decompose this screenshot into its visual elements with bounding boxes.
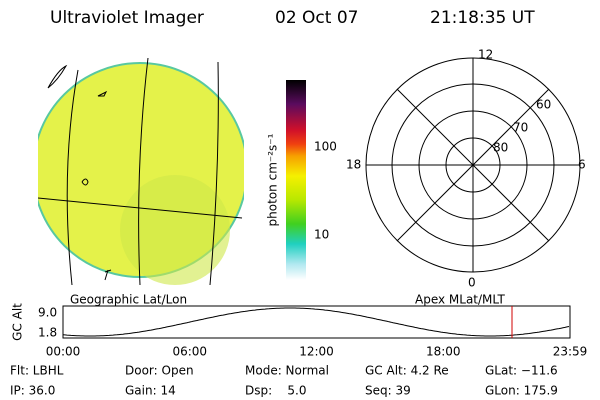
lat-label: 60 [536,98,551,112]
orbit-axis-label: GC Alt [11,303,25,341]
lat-label: 80 [493,141,508,155]
map-title: Apex MLat/MLT [415,293,505,307]
status-field: Mode: Normal [245,364,329,378]
status-field: GLon: 175.9 [485,384,558,398]
time-label: 12:00 [299,345,334,359]
mlt-label: 12 [478,48,493,62]
time-label: 06:00 [172,345,207,359]
time-label: 00:00 [46,345,81,359]
map-title: Geographic Lat/Lon [70,293,187,307]
alt-label: 1.8 [38,326,57,340]
status-field: IP: 36.0 [10,384,55,398]
mlt-label: 0 [468,276,476,290]
colorbar [286,80,306,280]
status-field: Door: Open [125,364,194,378]
alt-label: 9.0 [38,306,57,320]
earth-image [38,58,244,286]
date: 02 Oct 07 [275,8,358,28]
mlt-label: 6 [578,158,586,172]
time-label: 18:00 [426,345,461,359]
instrument: Ultraviolet Imager [50,8,204,28]
status-field: Gain: 14 [125,384,176,398]
polar-grid [365,57,581,273]
status-field: Seq: 39 [365,384,411,398]
time-label: 23:59 [553,345,588,359]
coast [47,64,68,89]
colorbar-tick: 10 [314,228,329,242]
mlt-label: 18 [346,158,361,172]
status-field: Flt: LBHL [10,364,64,378]
lat-label: 70 [513,121,528,135]
status-field: GLat: −11.6 [485,364,558,378]
orbit-curve [62,307,570,337]
colorbar-tick: 100 [314,140,337,154]
status-field: GC Alt: 4.2 Re [365,364,449,378]
orbit-frame [62,305,571,339]
time: 21:18:35 UT [430,8,535,28]
colorbar-label: photon cm⁻²s⁻¹ [266,133,280,226]
status-field: Dsp: 5.0 [245,384,307,398]
